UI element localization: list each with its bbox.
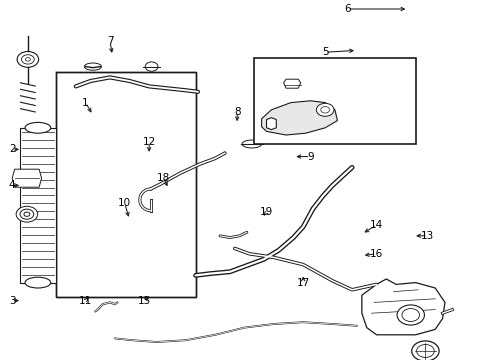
Text: 9: 9 [306, 152, 313, 162]
Ellipse shape [25, 277, 51, 288]
Text: 14: 14 [369, 220, 383, 230]
Ellipse shape [242, 140, 261, 148]
Circle shape [20, 209, 34, 219]
Circle shape [16, 206, 38, 222]
Polygon shape [361, 279, 444, 335]
Text: 8: 8 [233, 107, 240, 117]
Polygon shape [261, 101, 337, 135]
Circle shape [145, 62, 158, 71]
Text: 2: 2 [9, 144, 16, 154]
Text: 4: 4 [9, 180, 16, 190]
Text: 10: 10 [118, 198, 131, 208]
Text: 17: 17 [296, 278, 309, 288]
Ellipse shape [25, 122, 51, 133]
Text: 11: 11 [79, 296, 92, 306]
Text: 7: 7 [106, 36, 113, 46]
Circle shape [24, 212, 30, 216]
Bar [254, 58, 415, 144]
Text: 16: 16 [369, 249, 383, 259]
Text: 13: 13 [420, 231, 434, 241]
Text: 18: 18 [157, 173, 170, 183]
Circle shape [401, 309, 419, 321]
Circle shape [17, 51, 39, 67]
Circle shape [416, 345, 433, 357]
Polygon shape [283, 79, 300, 88]
Bar [20, 128, 56, 283]
Circle shape [320, 107, 329, 113]
Bar [56, 72, 195, 297]
Circle shape [25, 58, 30, 61]
Text: 3: 3 [9, 296, 16, 306]
Text: 1: 1 [82, 98, 89, 108]
Text: 12: 12 [142, 137, 156, 147]
Circle shape [396, 305, 424, 325]
Polygon shape [12, 169, 41, 187]
Text: 19: 19 [259, 207, 273, 217]
Ellipse shape [84, 63, 102, 70]
Text: 15: 15 [137, 296, 151, 306]
Circle shape [411, 341, 438, 360]
Polygon shape [266, 118, 276, 130]
Text: 5: 5 [321, 47, 328, 57]
Circle shape [21, 55, 34, 64]
Text: 6: 6 [343, 4, 350, 14]
Circle shape [316, 103, 333, 116]
Bar [56, 72, 195, 297]
